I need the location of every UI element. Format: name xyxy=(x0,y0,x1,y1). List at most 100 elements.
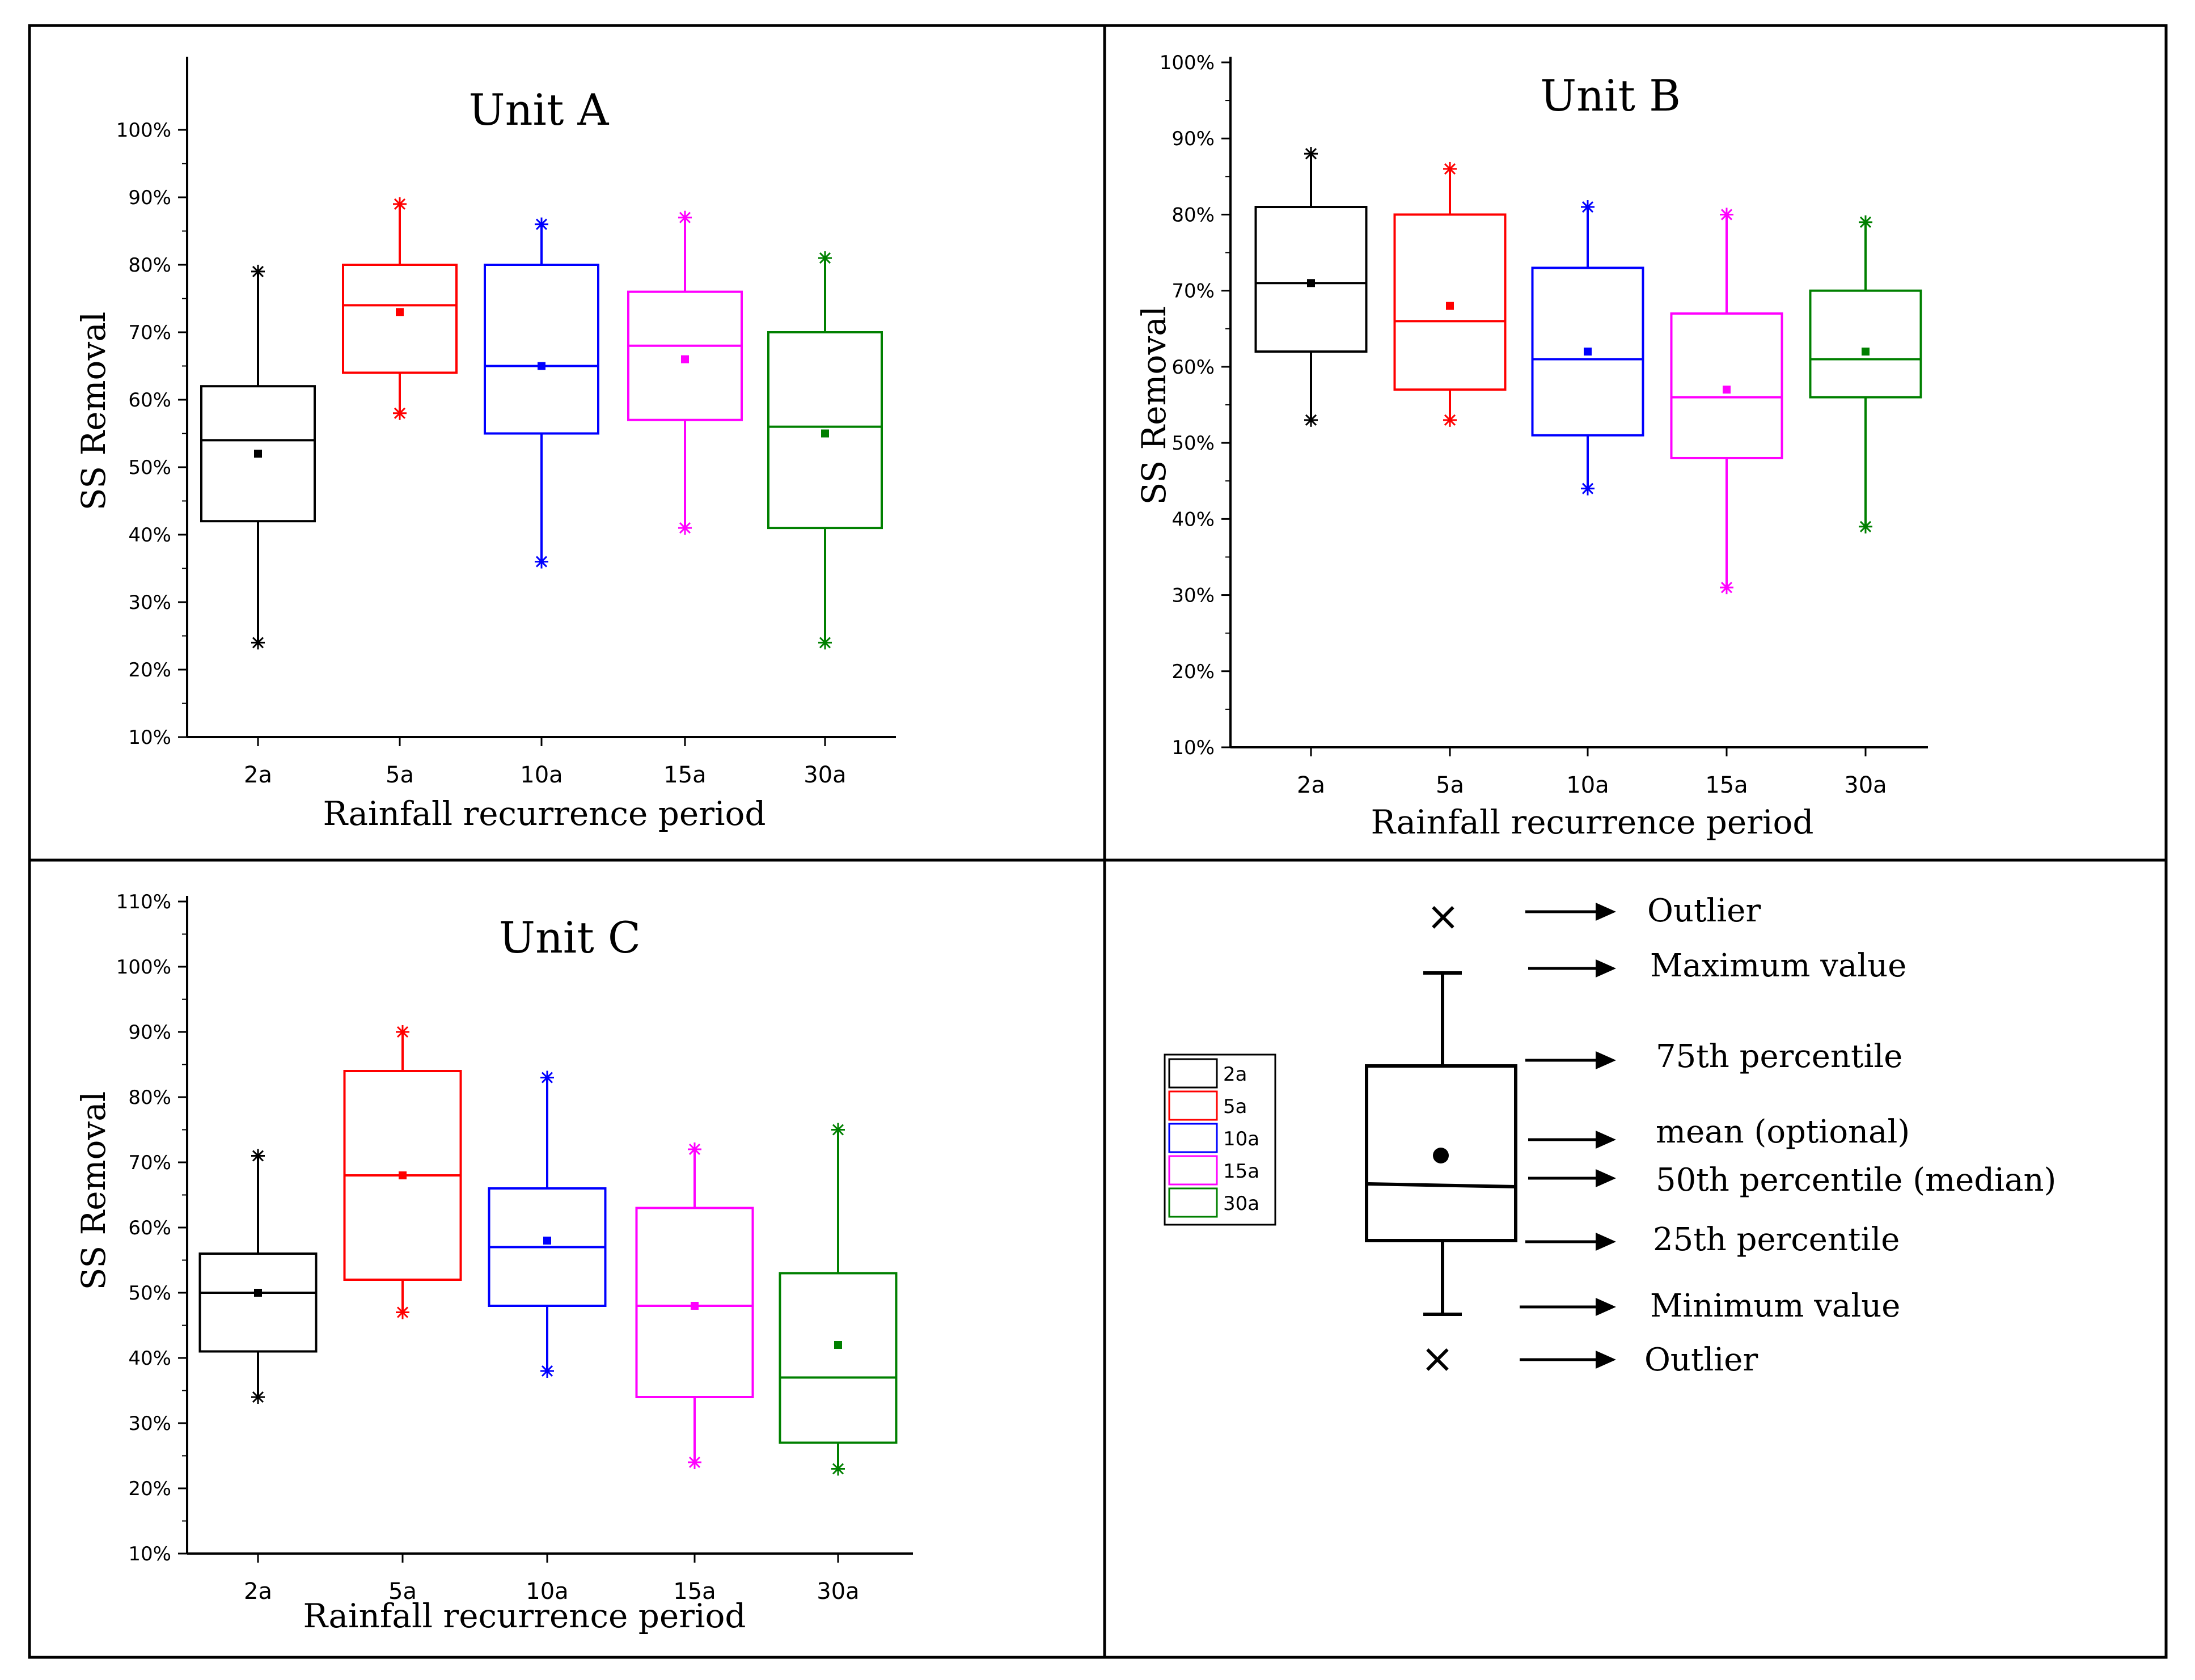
x-tick-label: 30a xyxy=(1844,772,1887,798)
box-10a xyxy=(1531,200,1644,496)
max-marker xyxy=(678,210,692,225)
box-5a xyxy=(342,197,458,420)
key-label-mean: mean (optional) xyxy=(1656,1114,1910,1150)
key-outlier-bottom-marker: × xyxy=(1421,1335,1454,1382)
y-tick-label: 110% xyxy=(116,891,171,913)
min-marker xyxy=(1304,413,1318,427)
box-15a xyxy=(635,1142,754,1469)
mean-marker xyxy=(538,362,545,370)
legend-label-15a: 15a xyxy=(1223,1160,1259,1183)
max-marker xyxy=(535,217,548,231)
y-tick-label: 80% xyxy=(128,254,171,277)
legend-label-10a: 10a xyxy=(1223,1128,1259,1150)
max-marker xyxy=(831,1123,845,1137)
x-tick-label: 30a xyxy=(817,1579,859,1605)
y-tick-label: 30% xyxy=(128,591,171,614)
x-tick-label: 2a xyxy=(244,762,272,788)
y-tick-label: 30% xyxy=(128,1412,171,1435)
min-marker xyxy=(831,1462,845,1476)
chart-unit-b: Unit B SS Removal Rainfall recurrence pe… xyxy=(1135,52,1928,841)
box-iqr xyxy=(1393,213,1507,391)
legend: 2a 5a 10a 15a 30a xyxy=(1164,1053,1276,1226)
y-tick-label: 70% xyxy=(1171,280,1215,303)
box-15a xyxy=(1670,208,1783,595)
mean-marker xyxy=(254,450,262,458)
y-tick-label: 50% xyxy=(128,1282,171,1305)
y-tick-label: 60% xyxy=(1171,356,1215,379)
box-iqr xyxy=(627,290,743,421)
y-tick-label: 40% xyxy=(128,524,171,547)
chart-a-ylabel: SS Removal xyxy=(74,312,113,511)
max-marker xyxy=(1443,162,1457,176)
min-marker xyxy=(1581,481,1595,496)
chart-a-xlabel: Rainfall recurrence period xyxy=(323,794,765,833)
box-iqr xyxy=(342,264,458,374)
key-outlier-top-marker: × xyxy=(1427,893,1460,940)
min-marker xyxy=(688,1455,701,1469)
chart-a-boxes xyxy=(200,197,883,650)
min-marker xyxy=(396,1305,409,1319)
y-tick-label: 20% xyxy=(1171,661,1215,683)
x-tick-label: 15a xyxy=(663,762,706,788)
mean-marker xyxy=(1446,302,1454,310)
mean-marker xyxy=(254,1289,262,1297)
chart-b-axes: 10% 20% 30% 40% 50% 60% 70% 80% 90% 100% 2a 5a 10a 15… xyxy=(1160,52,1928,798)
mean-marker xyxy=(396,308,404,316)
min-marker xyxy=(1720,581,1733,595)
y-tick-label: 50% xyxy=(128,456,171,479)
x-tick-label: 2a xyxy=(1297,772,1325,798)
chart-a-axes: 10% 20% 30% 40% 50% 60% 70% 80% 90% 100% 2a 5a 10a 15… xyxy=(116,57,896,788)
x-tick-label: 5a xyxy=(388,1579,417,1605)
min-marker xyxy=(251,636,265,650)
legend-swatch-30a xyxy=(1168,1187,1218,1218)
max-marker xyxy=(1720,208,1733,222)
chart-b-title: Unit B xyxy=(1540,70,1681,121)
key-label-p75: 75th percentile xyxy=(1656,1038,1902,1075)
chart-c-boxes xyxy=(198,1025,898,1476)
key-label-median: 50th percentile (median) xyxy=(1656,1162,2056,1199)
max-marker xyxy=(1581,200,1595,214)
box-iqr xyxy=(484,264,599,435)
x-tick-label: 30a xyxy=(803,762,846,788)
key-arrow xyxy=(1528,1131,1616,1149)
mean-marker xyxy=(834,1341,842,1349)
chart-c-title: Unit C xyxy=(499,912,641,963)
x-tick-label: 15a xyxy=(673,1579,716,1605)
box-iqr xyxy=(200,385,316,523)
y-tick-label: 10% xyxy=(128,726,171,749)
box-5a xyxy=(343,1025,462,1319)
box-iqr xyxy=(198,1252,318,1353)
box-10a xyxy=(484,217,599,569)
mean-marker xyxy=(1307,279,1315,287)
x-tick-label: 10a xyxy=(526,1579,568,1605)
chart-b-boxes xyxy=(1254,147,1922,595)
box-30a xyxy=(779,1123,898,1476)
box-10a xyxy=(488,1070,607,1378)
y-tick-label: 100% xyxy=(116,956,171,979)
max-marker xyxy=(688,1142,701,1156)
box-iqr xyxy=(1254,206,1368,353)
y-tick-label: 90% xyxy=(128,187,171,209)
min-marker xyxy=(818,636,832,650)
x-tick-label: 10a xyxy=(520,762,563,788)
mean-marker xyxy=(681,355,689,363)
key-median-line xyxy=(1366,1182,1516,1188)
max-marker xyxy=(251,264,265,278)
mean-marker xyxy=(399,1171,407,1179)
y-tick-label: 70% xyxy=(128,321,171,344)
mean-marker xyxy=(1723,386,1731,394)
box-15a xyxy=(627,210,743,535)
chart-c-xlabel: Rainfall recurrence period xyxy=(303,1597,746,1635)
mean-marker xyxy=(543,1237,551,1245)
y-tick-label: 60% xyxy=(128,1217,171,1239)
legend-border xyxy=(1164,1053,1276,1226)
legend-label-5a: 5a xyxy=(1223,1095,1247,1118)
figure-frame xyxy=(28,24,2168,1659)
box-iqr xyxy=(1809,289,1922,399)
box-iqr xyxy=(779,1272,898,1444)
chart-c-axes: 10% 20% 30% 40% 50% 60% 70% 80% 90% 100% 110% 2a 5a 1… xyxy=(116,891,913,1605)
legend-swatch-10a xyxy=(1168,1123,1218,1153)
x-tick-label: 10a xyxy=(1566,772,1609,798)
key-arrow xyxy=(1525,1233,1616,1251)
box-2a xyxy=(200,264,316,650)
